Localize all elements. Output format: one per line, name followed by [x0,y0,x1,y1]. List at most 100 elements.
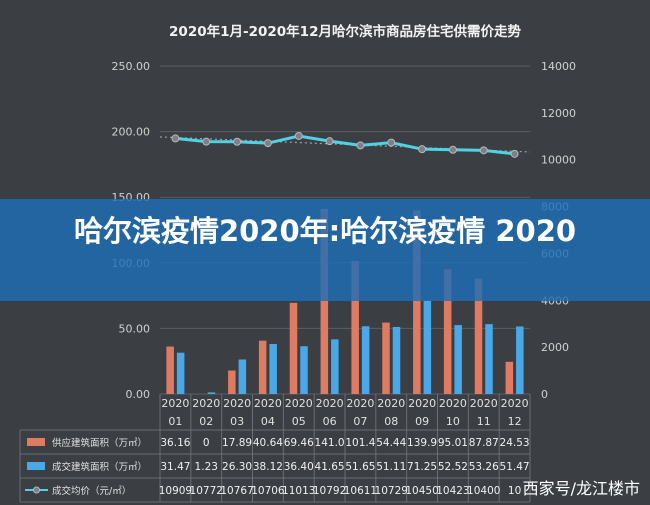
table-cell: 54.44 [376,437,406,449]
right-tick-label: 0 [541,388,548,401]
right-tick-label: 12000 [541,107,576,120]
legend-swatch [27,462,45,470]
x-tick-year: 2020 [408,397,436,410]
deal-bar [207,392,216,394]
x-tick-year: 2020 [470,397,498,410]
table-cell: 36.16 [160,437,190,449]
x-tick-month: 08 [384,415,398,428]
x-tick-month: 12 [508,415,522,428]
table-cell: 10423 [436,485,469,497]
x-tick-month: 05 [292,415,306,428]
table-cell: 69.46 [284,437,314,449]
x-tick-year: 2020 [192,397,220,410]
supply-bar [166,346,174,394]
watermark: 西家号/龙江楼市 [522,479,640,498]
table-cell: 52.52 [438,461,468,473]
x-tick-month: 06 [323,415,337,428]
data-table: 2020 01 2020 02 2020 03 2020 04 2020 05 2020 06 2020… [19,394,531,503]
deal-bar [516,326,524,394]
legend-label: 供应建筑面积（万㎡） [52,437,147,449]
table-cell: 10 [508,485,521,497]
table-cell: 71.25 [407,461,437,473]
table-cell: 10792 [313,485,346,497]
price-point [387,138,396,147]
table-cell: 11013 [282,485,315,497]
line [159,131,531,158]
supply-bar [413,210,421,394]
legend-marker [33,486,40,494]
table-cell: 31.47 [160,461,190,473]
table-cell: 10909 [159,485,192,497]
x-tick-month: 02 [199,415,213,428]
deal-bar [423,300,432,394]
x-tick-year: 2020 [254,397,282,410]
x-tick-year: 2020 [346,397,374,410]
price-point [510,149,519,158]
right-tick-label: 10000 [541,154,576,167]
table-cell: 51.11 [376,461,406,473]
right-tick-label: 14000 [541,60,576,73]
x-tick-year: 2020 [161,397,189,410]
supply-bar [228,370,236,394]
table-cell: 95.01 [438,437,468,449]
price-point [325,137,334,146]
table-cell: 10611 [344,485,377,497]
x-tick-month: 03 [230,415,244,428]
supply-bar [289,302,298,394]
x-tick-month: 10 [446,415,460,428]
price-point [418,145,427,154]
price-point [202,137,211,146]
left-tick-label: 50.00 [119,322,151,335]
table-cell: 1.23 [195,461,218,473]
x-tick-year: 2020 [377,397,405,410]
x-tick-year: 2020 [439,397,467,410]
table-cell: 10450 [405,485,438,497]
price-point [479,146,488,155]
right-tick-label: 2000 [541,341,569,354]
left-tick-label: 200.00 [112,126,151,139]
x-tick-month: 04 [261,415,275,428]
price-point [233,137,242,146]
price-point [356,141,365,150]
table-cell: 40.64 [253,437,283,449]
deal-bar [454,325,462,394]
table-cell: 10400 [467,485,500,497]
deal-bar [361,326,370,394]
x-tick-month: 09 [415,415,429,428]
x-tick-month: 11 [477,415,491,428]
left-tick-label: 250.00 [112,60,151,73]
table-cell: 10772 [190,485,223,497]
deal-bar [269,343,277,394]
supply-bar [320,209,329,394]
price-line [175,134,515,156]
x-tick-month: 07 [353,415,367,428]
x-tick-year: 2020 [501,397,529,410]
headline-text: 哈尔滨疫情2020年:哈尔滨疫情 2020 [73,214,577,248]
price-point [263,139,272,148]
x-tick-year: 2020 [223,397,251,410]
price-point [448,145,457,154]
chart-title: 2020年1月-2020年12月哈尔滨市商品房住宅供需价走势 [169,23,521,40]
legend-swatch [27,438,45,446]
supply-bar [474,278,483,394]
table-cell: 17.89 [222,437,252,449]
table-cell: 10729 [375,485,408,497]
price-point [171,134,180,143]
bars [166,209,524,394]
table-cell: 51.65 [345,461,375,473]
table-cell: 87.87 [469,437,499,449]
table-cell: 0 [203,437,210,449]
supply-bar [382,322,390,394]
deal-bar [485,324,493,394]
legend-label: 成交建筑面积（万㎡） [52,461,147,473]
supply-bar [351,260,359,394]
table-cell: 10706 [251,485,285,497]
deal-bar [238,359,247,394]
x-tick-year: 2020 [285,397,313,410]
deal-bar [331,339,339,394]
table-cell: 101.4 [345,437,375,449]
x-tick-year: 2020 [316,397,344,410]
table-cell: 41.65 [315,461,345,473]
table-cell: 26.30 [222,461,252,473]
table-cell: 141.0 [315,437,345,449]
